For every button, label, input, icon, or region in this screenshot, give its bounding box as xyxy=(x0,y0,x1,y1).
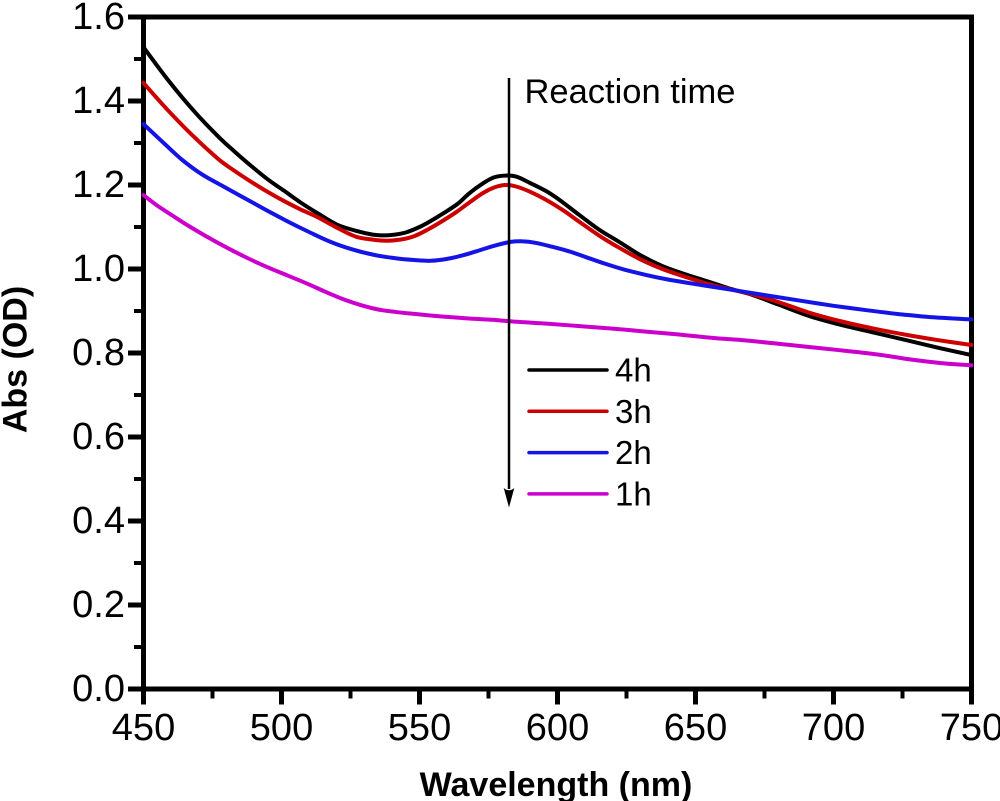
svg-text:700: 700 xyxy=(802,707,865,749)
svg-text:3h: 3h xyxy=(615,393,652,430)
svg-text:Wavelength (nm): Wavelength (nm) xyxy=(420,766,693,801)
svg-text:750: 750 xyxy=(940,707,1000,749)
svg-text:1.4: 1.4 xyxy=(72,80,125,122)
svg-text:450: 450 xyxy=(112,707,175,749)
svg-text:0.2: 0.2 xyxy=(72,584,125,626)
svg-text:500: 500 xyxy=(250,707,313,749)
svg-text:0.4: 0.4 xyxy=(72,500,125,542)
svg-text:1.6: 1.6 xyxy=(72,0,125,38)
svg-text:0.8: 0.8 xyxy=(72,332,125,374)
svg-text:550: 550 xyxy=(388,707,451,749)
svg-text:Abs (OD): Abs (OD) xyxy=(0,286,35,433)
svg-text:4h: 4h xyxy=(615,352,652,389)
svg-text:2h: 2h xyxy=(615,434,652,471)
svg-text:600: 600 xyxy=(526,707,589,749)
svg-text:Reaction time: Reaction time xyxy=(525,73,736,111)
svg-text:1.0: 1.0 xyxy=(72,248,125,290)
svg-text:0.0: 0.0 xyxy=(72,668,125,710)
svg-text:0.6: 0.6 xyxy=(72,416,125,458)
svg-text:1h: 1h xyxy=(615,475,652,512)
svg-text:650: 650 xyxy=(664,707,727,749)
svg-text:1.2: 1.2 xyxy=(72,164,125,206)
